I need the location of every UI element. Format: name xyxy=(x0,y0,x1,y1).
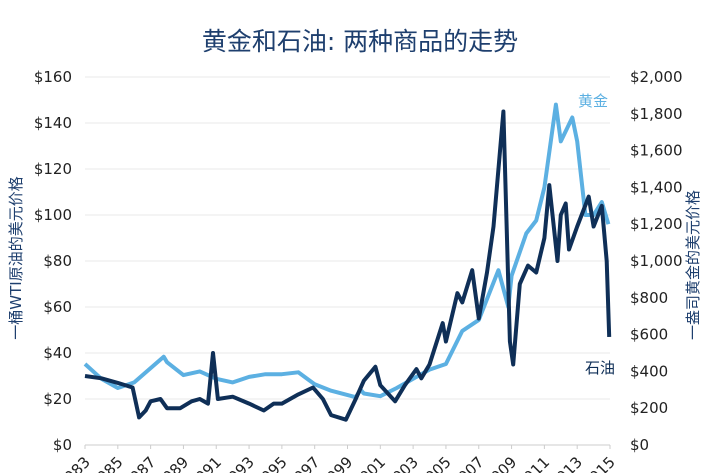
x-tick-label: 1995 xyxy=(251,453,291,473)
y-right-tick-label: $1,200 xyxy=(630,215,683,233)
y-left-tick-label: $140 xyxy=(34,114,72,132)
y-right-tick-label: $1,400 xyxy=(630,178,683,196)
x-tick-label: 1991 xyxy=(185,453,225,473)
x-tick-label: 2007 xyxy=(448,453,488,473)
y-right-tick-label: $1,600 xyxy=(630,142,683,160)
x-tick-label: 1987 xyxy=(120,453,160,473)
y-left-tick-label: $120 xyxy=(34,160,72,178)
y-left-tick-label: $40 xyxy=(43,344,72,362)
x-tick-label: 2003 xyxy=(382,453,422,473)
gold-series-label: 黄金 xyxy=(578,92,608,110)
y-right-axis-label: 一盎司黄金的美元价格 xyxy=(684,190,702,340)
oil-series-label: 石油 xyxy=(585,359,615,377)
x-tick-label: 2001 xyxy=(349,453,389,473)
y-right-tick-label: $0 xyxy=(630,436,649,454)
y-right-tick-label: $1,000 xyxy=(630,252,683,270)
x-tick-label: 1997 xyxy=(284,453,324,473)
x-tick-label: 1983 xyxy=(54,453,94,473)
chart-title: 黄金和石油: 两种商品的走势 xyxy=(201,27,519,56)
y-left-tick-label: $20 xyxy=(43,390,72,408)
x-tick-label: 2005 xyxy=(415,453,455,473)
y-left-tick-label: $100 xyxy=(34,206,72,224)
oil-series-line xyxy=(84,109,612,422)
x-tick-label: 2013 xyxy=(546,453,586,473)
x-tick-label: 2011 xyxy=(513,453,553,473)
y-left-tick-label: $0 xyxy=(53,436,72,454)
y-left-tick-label: $160 xyxy=(34,68,72,86)
y-left-axis-label: 一桶WTI原油的美元价格 xyxy=(7,176,25,339)
y-left-tick-label: $80 xyxy=(43,252,72,270)
y-right-tick-label: $600 xyxy=(630,326,668,344)
x-tick-label: 1985 xyxy=(87,453,127,473)
x-tick-label: 2015 xyxy=(579,453,619,473)
y-left-tick-label: $60 xyxy=(43,298,72,316)
x-tick-label: 1993 xyxy=(218,453,258,473)
y-right-tick-label: $800 xyxy=(630,289,668,307)
x-tick-label: 1999 xyxy=(317,453,357,473)
y-right-tick-label: $400 xyxy=(630,362,668,380)
y-right-tick-label: $2,000 xyxy=(630,68,683,86)
y-right-tick-label: $1,800 xyxy=(630,105,683,123)
x-tick-label: 2009 xyxy=(481,453,521,473)
y-right-tick-label: $200 xyxy=(630,399,668,417)
x-tick-label: 1989 xyxy=(153,453,193,473)
